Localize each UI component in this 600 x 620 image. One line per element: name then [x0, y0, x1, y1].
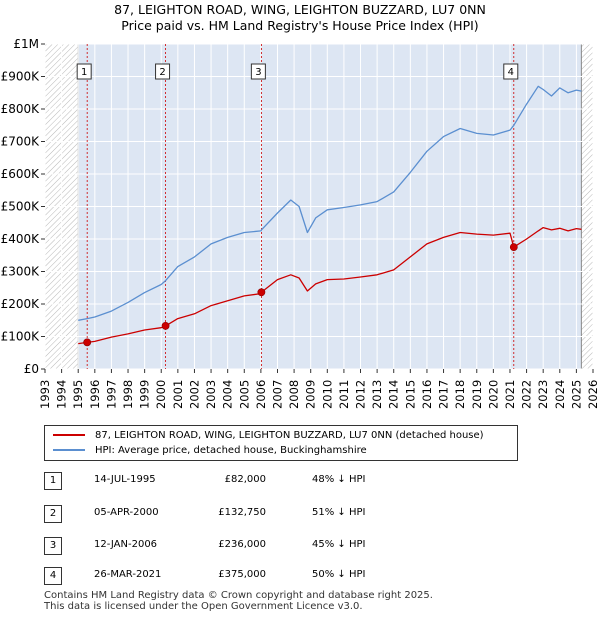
- x-tick-label: 2020: [486, 380, 500, 409]
- x-tick-label: 1996: [88, 380, 102, 409]
- x-tick-label: 2014: [387, 380, 401, 409]
- x-tick-label: 2013: [370, 380, 384, 409]
- sale-marker-label-box: [503, 63, 519, 80]
- x-tick-label: 2001: [171, 380, 185, 409]
- footer: Contains HM Land Registry data © Crown c…: [44, 590, 433, 612]
- hpi-line: [78, 85, 582, 321]
- legend-swatch-hpi: [53, 449, 85, 451]
- sale-points: [83, 243, 518, 347]
- x-tick-label: 2023: [536, 380, 550, 409]
- x-tick-label: 2005: [237, 380, 251, 409]
- chart-title: 87, LEIGHTON ROAD, WING, LEIGHTON BUZZAR…: [0, 2, 600, 34]
- sale-price: £132,750: [218, 507, 266, 518]
- sale-row: 3 12-JAN-2006 £236,000 45% ↓ HPI: [44, 537, 464, 555]
- x-tick-label: 1997: [104, 380, 118, 409]
- sale-number-badge: 2: [44, 505, 62, 523]
- chart-axes: £0 £100K £200K £300K £400K £500K £600K £700K £80…: [1, 37, 600, 409]
- x-tick-label: 2021: [503, 380, 517, 409]
- y-tick-label: £300K: [1, 265, 41, 279]
- y-tick-label: £0: [24, 362, 39, 376]
- sale-date: 12-JAN-2006: [94, 539, 158, 550]
- x-tick-label: 2011: [337, 380, 351, 409]
- sale-marker-label: 2: [159, 67, 165, 78]
- legend-item-property: 87, LEIGHTON ROAD, WING, LEIGHTON BUZZAR…: [53, 429, 484, 443]
- x-tick-label: 2022: [520, 380, 534, 409]
- x-tick-label: 2007: [270, 380, 284, 409]
- sale-hpi-diff: 48% ↓ HPI: [312, 474, 366, 485]
- sale-row: 1 14-JUL-1995 £82,000 48% ↓ HPI: [44, 472, 464, 490]
- x-tick-label: 2009: [304, 380, 318, 409]
- sale-marker-label: 1: [81, 67, 87, 78]
- sale-marker-label-box: [155, 63, 171, 80]
- x-tick-label: 2019: [470, 380, 484, 409]
- sale-price: £375,000: [218, 569, 266, 580]
- x-tick-label: 1994: [55, 380, 69, 409]
- y-tick-label: £1M: [13, 37, 39, 51]
- x-tick-label: 2016: [420, 380, 434, 409]
- footer-copyright: Contains HM Land Registry data © Crown c…: [44, 590, 433, 601]
- x-tick-label: 2002: [187, 380, 201, 409]
- sale-point: [257, 288, 266, 297]
- y-tick-label: £700K: [1, 135, 41, 149]
- sale-point: [161, 321, 170, 330]
- chart-legend: 87, LEIGHTON ROAD, WING, LEIGHTON BUZZAR…: [44, 425, 518, 461]
- sale-hpi-diff: 51% ↓ HPI: [312, 507, 366, 518]
- sale-marker-label-box: [250, 63, 266, 80]
- chart-title-line-1: 87, LEIGHTON ROAD, WING, LEIGHTON BUZZAR…: [114, 2, 486, 17]
- y-tick-label: £200K: [1, 297, 41, 311]
- sale-date: 26-MAR-2021: [94, 569, 162, 580]
- sale-row: 4 26-MAR-2021 £375,000 50% ↓ HPI: [44, 567, 464, 585]
- x-tick-label: 2006: [254, 380, 268, 409]
- legend-item-hpi: HPI: Average price, detached house, Buck…: [53, 444, 367, 458]
- footer-licence: This data is licensed under the Open Gov…: [44, 601, 363, 612]
- legend-swatch-property: [53, 434, 85, 436]
- chart-gridlines: [44, 43, 594, 370]
- x-tick-label: 2018: [453, 380, 467, 409]
- chart-title-line-2: Price paid vs. HM Land Registry's House …: [121, 18, 479, 33]
- chart-svg: 1 2 3 4 £0 £100K £200K £300K £400K £500K £600K £70…: [1, 37, 600, 409]
- sale-price: £236,000: [218, 539, 266, 550]
- sale-hpi-diff: 45% ↓ HPI: [312, 539, 366, 550]
- legend-label-hpi: HPI: Average price, detached house, Buck…: [95, 445, 367, 456]
- legend-label-property: 87, LEIGHTON ROAD, WING, LEIGHTON BUZZAR…: [95, 430, 484, 441]
- x-tick-label: 2024: [553, 380, 567, 409]
- sale-point: [83, 338, 92, 347]
- y-tick-label: £100K: [1, 330, 41, 344]
- sale-date: 05-APR-2000: [94, 507, 159, 518]
- x-tick-label: 2003: [204, 380, 218, 409]
- sale-number-badge: 1: [44, 472, 62, 490]
- x-tick-label: 2026: [586, 380, 600, 409]
- x-tick-label: 2010: [320, 380, 334, 409]
- x-tick-label: 1993: [38, 380, 52, 409]
- sale-marker-label-box: [76, 63, 92, 80]
- x-tick-label: 2012: [354, 380, 368, 409]
- x-tick-label: 2008: [287, 380, 301, 409]
- y-tick-label: £800K: [1, 102, 41, 116]
- x-tick-label: 1999: [138, 380, 152, 409]
- sale-hpi-diff: 50% ↓ HPI: [312, 569, 366, 580]
- y-tick-label: £500K: [1, 200, 41, 214]
- y-tick-label: £600K: [1, 167, 41, 181]
- sale-marker-label: 3: [255, 67, 261, 78]
- sale-date: 14-JUL-1995: [94, 474, 156, 485]
- x-tick-label: 1995: [71, 380, 85, 409]
- x-tick-label: 2004: [221, 380, 235, 409]
- sale-row: 2 05-APR-2000 £132,750 51% ↓ HPI: [44, 505, 464, 523]
- x-tick-label: 2015: [403, 380, 417, 409]
- x-tick-label: 2000: [154, 380, 168, 409]
- x-tick-label: 1998: [121, 380, 135, 409]
- sale-number-badge: 3: [44, 537, 62, 555]
- x-tick-label: 2025: [569, 380, 583, 409]
- sale-marker-labels: 1 2 3 4: [76, 63, 519, 80]
- x-tick-label: 2017: [437, 380, 451, 409]
- sale-marker-label: 4: [508, 67, 514, 78]
- sale-price: £82,000: [224, 474, 266, 485]
- y-tick-label: £400K: [1, 232, 41, 246]
- sale-point: [509, 243, 518, 252]
- sale-number-badge: 4: [44, 567, 62, 585]
- y-tick-label: £900K: [1, 70, 41, 84]
